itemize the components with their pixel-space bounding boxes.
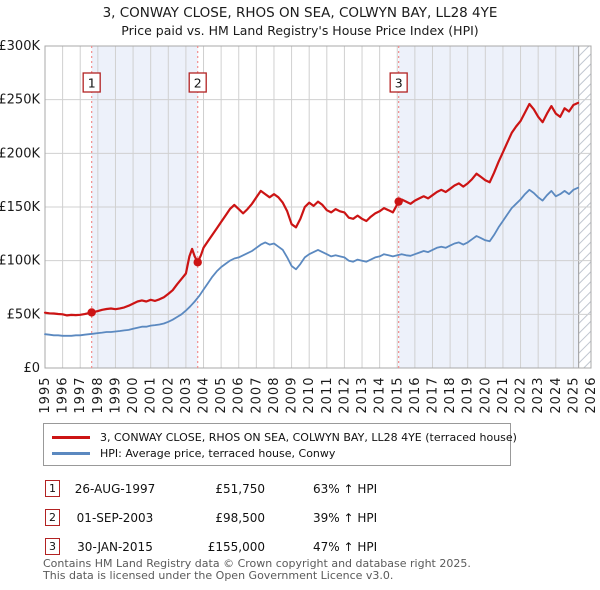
sale-hpi-change: 47% ↑ HPI bbox=[313, 539, 378, 554]
sale-row-2: 2 01-SEP-2003 £98,500 39% ↑ HPI bbox=[45, 503, 445, 532]
svg-text:2019: 2019 bbox=[461, 377, 476, 414]
svg-text:£200K: £200K bbox=[0, 146, 40, 161]
hpi-line bbox=[44, 186, 579, 337]
sale-date: 01-SEP-2003 bbox=[76, 510, 154, 525]
sales-table: 1 26-AUG-1997 £51,750 63% ↑ HPI 2 01-SEP… bbox=[45, 474, 445, 561]
svg-text:2017: 2017 bbox=[425, 377, 440, 414]
svg-text:2024: 2024 bbox=[549, 377, 564, 414]
svg-text:2001: 2001 bbox=[144, 377, 159, 414]
sale-hpi-change: 63% ↑ HPI bbox=[313, 481, 378, 496]
svg-text:£250K: £250K bbox=[0, 93, 40, 108]
sale-price: £51,750 bbox=[215, 481, 265, 496]
property-price-line bbox=[43, 101, 580, 317]
plot-border bbox=[44, 45, 592, 369]
svg-text:1996: 1996 bbox=[56, 377, 71, 414]
svg-text:1995: 1995 bbox=[38, 377, 53, 414]
sale-hpi-change: 39% ↑ HPI bbox=[313, 510, 378, 525]
sale-number-badge: 1 bbox=[45, 480, 60, 497]
sale-badge-3: 3 bbox=[389, 72, 408, 93]
svg-text:£150K: £150K bbox=[0, 200, 40, 215]
svg-text:3: 3 bbox=[395, 76, 403, 91]
svg-text:2026: 2026 bbox=[584, 377, 599, 414]
sale-date: 26-AUG-1997 bbox=[74, 481, 156, 496]
svg-text:1999: 1999 bbox=[108, 377, 123, 414]
svg-text:2005: 2005 bbox=[214, 377, 229, 414]
sale-row-1: 1 26-AUG-1997 £51,750 63% ↑ HPI bbox=[45, 474, 445, 503]
x-axis-labels: 1995 1996 1997 1998 1999 2000 2001 2002 2003 2004… bbox=[38, 377, 599, 414]
svg-text:2: 2 bbox=[194, 76, 202, 91]
svg-text:2018: 2018 bbox=[443, 377, 458, 414]
sale-marker-3 bbox=[394, 197, 403, 206]
svg-text:1997: 1997 bbox=[73, 377, 88, 414]
chart-legend: 3, CONWAY CLOSE, RHOS ON SEA, COLWYN BAY… bbox=[43, 423, 517, 466]
svg-text:2025: 2025 bbox=[566, 377, 581, 414]
svg-text:2011: 2011 bbox=[320, 377, 335, 414]
svg-text:1: 1 bbox=[88, 76, 96, 91]
sale-row-3: 3 30-JAN-2015 £155,000 47% ↑ HPI bbox=[45, 532, 445, 561]
svg-text:2007: 2007 bbox=[249, 377, 264, 414]
property-line-swatch bbox=[52, 435, 90, 439]
sale-badge-1: 1 bbox=[82, 72, 101, 93]
svg-text:2012: 2012 bbox=[337, 377, 352, 414]
svg-text:2004: 2004 bbox=[197, 377, 212, 414]
sale-marker-2 bbox=[193, 258, 202, 267]
svg-text:2020: 2020 bbox=[478, 377, 493, 414]
svg-text:2003: 2003 bbox=[179, 377, 194, 414]
svg-text:2023: 2023 bbox=[531, 377, 546, 414]
footer-copyright: Contains HM Land Registry data © Crown c… bbox=[43, 557, 471, 570]
svg-text:£100K: £100K bbox=[0, 254, 40, 269]
footer-licence: This data is licensed under the Open Gov… bbox=[43, 568, 394, 582]
svg-text:2016: 2016 bbox=[408, 377, 423, 414]
svg-text:2008: 2008 bbox=[267, 377, 282, 414]
hpi-line-swatch bbox=[52, 451, 90, 455]
svg-text:2010: 2010 bbox=[302, 377, 317, 414]
legend-label-hpi: HPI: Average price, terraced house, Conw… bbox=[100, 446, 336, 460]
svg-text:2022: 2022 bbox=[514, 377, 529, 414]
svg-text:2006: 2006 bbox=[232, 377, 247, 414]
legend-item-property: 3, CONWAY CLOSE, RHOS ON SEA, COLWYN BAY… bbox=[52, 429, 517, 445]
svg-text:2000: 2000 bbox=[126, 377, 141, 414]
svg-text:2013: 2013 bbox=[355, 377, 370, 414]
legend-item-hpi: HPI: Average price, terraced house, Conw… bbox=[52, 445, 502, 461]
svg-text:2021: 2021 bbox=[496, 377, 511, 414]
legend-label-property: 3, CONWAY CLOSE, RHOS ON SEA, COLWYN BAY… bbox=[100, 430, 517, 444]
sale-price: £98,500 bbox=[215, 510, 265, 525]
sale-marker-1 bbox=[87, 308, 96, 317]
svg-text:£50K: £50K bbox=[7, 307, 41, 322]
svg-text:2015: 2015 bbox=[390, 377, 405, 414]
svg-text:2009: 2009 bbox=[285, 377, 300, 414]
svg-text:2014: 2014 bbox=[373, 377, 388, 414]
sale-number-badge: 2 bbox=[45, 509, 60, 526]
page-subtitle: Price paid vs. HM Land Registry's House … bbox=[121, 23, 479, 38]
sale-date: 30-JAN-2015 bbox=[77, 539, 153, 554]
y-axis-labels: £0 £50K £100K £150K £200K £250K £300K bbox=[0, 39, 40, 376]
svg-text:£300K: £300K bbox=[0, 39, 40, 54]
footer: Contains HM Land Registry data © Crown c… bbox=[43, 558, 600, 582]
svg-text:£0: £0 bbox=[23, 361, 40, 376]
sale-price: £155,000 bbox=[207, 539, 265, 554]
sale-badge-2: 2 bbox=[188, 72, 207, 93]
page-title: 3, CONWAY CLOSE, RHOS ON SEA, COLWYN BAY… bbox=[102, 5, 498, 21]
svg-text:2002: 2002 bbox=[161, 377, 176, 414]
sale-number-badge: 3 bbox=[45, 538, 60, 555]
svg-text:1998: 1998 bbox=[91, 377, 106, 414]
sale-date-lines bbox=[91, 46, 400, 368]
